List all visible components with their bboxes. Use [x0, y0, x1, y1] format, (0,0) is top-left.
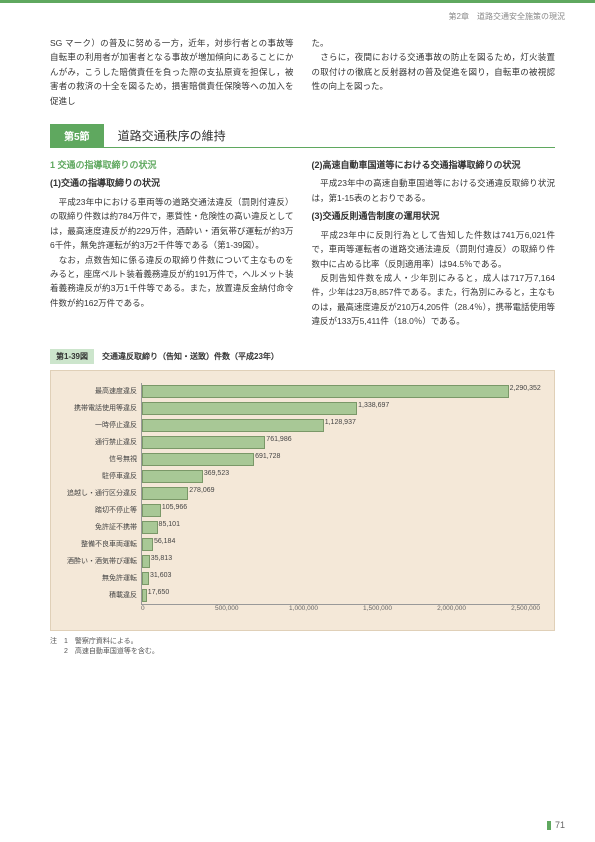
chart-bar-area: 761,986 [141, 434, 540, 451]
chart-value: 761,986 [266, 436, 291, 443]
chart-value: 56,184 [154, 538, 175, 545]
chart-row: 最高速度違反 2,290,352 [61, 383, 540, 400]
chart-value: 1,128,937 [325, 419, 356, 426]
chart-title-text: 交通違反取締り（告知・送致）件数（平成23年） [94, 351, 279, 362]
chart-row: 駐停車違反 369,523 [61, 468, 540, 485]
body-columns: 1 交通の指導取締りの状況 (1)交通の指導取締りの状況 平成23年中における車… [50, 158, 555, 329]
chart-bar-area: 17,650 [141, 587, 540, 604]
chart-value: 35,813 [151, 555, 172, 562]
section-number: 第5節 [50, 124, 104, 147]
chart-bar [142, 521, 158, 534]
chart-bar [142, 555, 150, 568]
right-paragraph-2: 平成23年中に反則行為として告知した件数は741万6,021件で，車両等運転者の… [312, 228, 556, 329]
chapter-label: 第2章 道路交通安全施策の現況 [0, 3, 595, 26]
chart-row: 通行禁止違反 761,986 [61, 434, 540, 451]
chart-bar-area: 1,128,937 [141, 417, 540, 434]
chart-bar-area: 691,728 [141, 451, 540, 468]
page-number: 71 [547, 820, 565, 830]
left-heading-1: 1 交通の指導取締りの状況 [50, 158, 294, 173]
chart-bar-area: 1,338,697 [141, 400, 540, 417]
chart-tick: 1,000,000 [289, 605, 363, 612]
chart-row-label: 携帯電話使用等違反 [61, 403, 141, 413]
chart-bar-area: 85,101 [141, 519, 540, 536]
chart-bar-area: 2,290,352 [141, 383, 540, 400]
left-paragraph: 平成23年中における車両等の道路交通法違反（罰則付違反）の取締り件数は約784万… [50, 195, 294, 311]
chart-row: 酒酔い・酒気帯び運転 35,813 [61, 553, 540, 570]
chart-row: 無免許運転 31,603 [61, 570, 540, 587]
chart-row-label: 一時停止違反 [61, 420, 141, 430]
chart-row-label: 免許証不携帯 [61, 522, 141, 532]
chart-bar [142, 504, 161, 517]
chart-row: 踏切不停止等 105,966 [61, 502, 540, 519]
chart-row-label: 酒酔い・酒気帯び運転 [61, 556, 141, 566]
chart-value: 691,728 [255, 453, 280, 460]
intro-columns: SG マーク）の普及に努める一方，近年，対歩行者との事故等自転車の利用者が加害者… [50, 36, 555, 108]
chart-bar-area: 35,813 [141, 553, 540, 570]
chart-row-label: 追越し・通行区分違反 [61, 488, 141, 498]
chart-tick: 1,500,000 [363, 605, 437, 612]
chart-row: 一時停止違反 1,128,937 [61, 417, 540, 434]
chart-bar-area: 56,184 [141, 536, 540, 553]
chart-bar-area: 278,069 [141, 485, 540, 502]
note-2: 2 高速自動車国道等を含む。 [50, 647, 555, 658]
chart-row: 積載違反 17,650 [61, 587, 540, 604]
right-heading-1: (2)高速自動車国道等における交通指導取締りの状況 [312, 158, 556, 173]
intro-left: SG マーク）の普及に努める一方，近年，対歩行者との事故等自転車の利用者が加害者… [50, 36, 294, 108]
chart-row-label: 積載違反 [61, 590, 141, 600]
chart-row-label: 踏切不停止等 [61, 505, 141, 515]
chart-bar [142, 419, 324, 432]
chart-value: 278,069 [189, 487, 214, 494]
chart-row-label: 通行禁止違反 [61, 437, 141, 447]
chart-bar-area: 369,523 [141, 468, 540, 485]
chart-tick: 2,000,000 [437, 605, 511, 612]
chart-bar-area: 31,603 [141, 570, 540, 587]
right-paragraph-1: 平成23年中の高速自動車国道等における交通違反取締り状況は，第1-15表のとおり… [312, 176, 556, 205]
chart-bar [142, 453, 254, 466]
section-title: 道路交通秩序の維持 [104, 127, 226, 144]
chart-notes: 注 1 警察庁資料による。 2 高速自動車国道等を含む。 [50, 637, 555, 658]
chart-title-tag: 第1-39図 [50, 349, 94, 364]
intro-right: た。 さらに，夜間における交通事故の防止を図るため，灯火装置の取付けの徹底と反射… [312, 36, 556, 108]
chart-row-label: 整備不良車両運転 [61, 539, 141, 549]
chart-row: 追越し・通行区分違反 278,069 [61, 485, 540, 502]
body-left: 1 交通の指導取締りの状況 (1)交通の指導取締りの状況 平成23年中における車… [50, 158, 294, 329]
chart-value: 105,966 [162, 504, 187, 511]
chart-value: 2,290,352 [510, 385, 541, 392]
chart-axis: 0500,0001,000,0001,500,0002,000,0002,500… [141, 604, 540, 612]
chart-value: 85,101 [159, 521, 180, 528]
right-heading-2: (3)交通反則通告制度の運用状況 [312, 209, 556, 224]
left-heading-2: (1)交通の指導取締りの状況 [50, 176, 294, 191]
chart-bar [142, 436, 265, 449]
chart-row: 免許証不携帯 85,101 [61, 519, 540, 536]
chart-row: 携帯電話使用等違反 1,338,697 [61, 400, 540, 417]
chart-bar [142, 385, 509, 398]
chart-tick: 2,500,000 [511, 605, 540, 612]
chart-bar [142, 402, 357, 415]
chart-tick: 500,000 [215, 605, 289, 612]
chart-row-label: 無免許運転 [61, 573, 141, 583]
chart-row-label: 最高速度違反 [61, 386, 141, 396]
chart-title-bar: 第1-39図 交通違反取締り（告知・送致）件数（平成23年） [50, 349, 555, 364]
chart-rows: 最高速度違反 2,290,352 携帯電話使用等違反 1,338,697 一時停止違反 1… [61, 383, 540, 604]
chart-bar [142, 487, 188, 500]
page-content: SG マーク）の普及に努める一方，近年，対歩行者との事故等自転車の利用者が加害者… [0, 26, 595, 658]
chart-row-label: 信号無視 [61, 454, 141, 464]
chart-value: 31,603 [150, 572, 171, 579]
body-right: (2)高速自動車国道等における交通指導取締りの状況 平成23年中の高速自動車国道… [312, 158, 556, 329]
chart-bar [142, 589, 147, 602]
chart-box: 最高速度違反 2,290,352 携帯電話使用等違反 1,338,697 一時停止違反 1… [50, 370, 555, 631]
chart-row-label: 駐停車違反 [61, 471, 141, 481]
chart-value: 1,338,697 [358, 402, 389, 409]
chart-tick: 0 [141, 605, 215, 612]
chart-bar [142, 572, 149, 585]
chart-row: 整備不良車両運転 56,184 [61, 536, 540, 553]
chart-row: 信号無視 691,728 [61, 451, 540, 468]
section-header: 第5節 道路交通秩序の維持 [50, 124, 555, 148]
chart-bar-area: 105,966 [141, 502, 540, 519]
note-1: 注 1 警察庁資料による。 [50, 637, 555, 648]
chart-bar [142, 470, 203, 483]
chart-value: 369,523 [204, 470, 229, 477]
chart-bar [142, 538, 153, 551]
chart-value: 17,650 [148, 589, 169, 596]
